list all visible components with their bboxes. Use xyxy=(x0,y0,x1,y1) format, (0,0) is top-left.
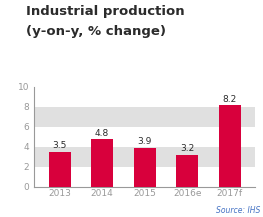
Bar xyxy=(34,147,255,167)
Bar xyxy=(49,152,71,187)
Text: (y-on-y, % change): (y-on-y, % change) xyxy=(26,25,166,38)
Bar xyxy=(134,148,156,187)
Text: 3.5: 3.5 xyxy=(53,141,67,150)
Bar xyxy=(219,105,241,187)
Bar xyxy=(91,139,113,187)
Text: 8.2: 8.2 xyxy=(222,95,237,104)
Text: Source: IHS: Source: IHS xyxy=(216,206,260,215)
Text: 4.8: 4.8 xyxy=(95,128,109,138)
Text: 3.2: 3.2 xyxy=(180,145,194,153)
Text: Industrial production: Industrial production xyxy=(26,5,185,18)
Bar xyxy=(176,155,198,187)
Bar xyxy=(34,107,255,127)
Text: 3.9: 3.9 xyxy=(138,138,152,146)
